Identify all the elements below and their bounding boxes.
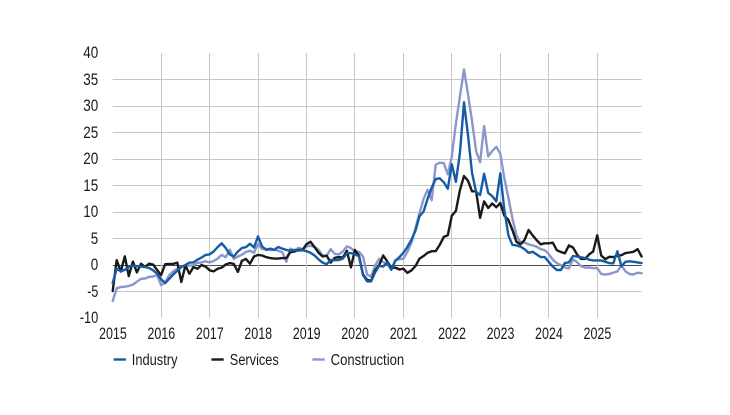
svg-text:30: 30 (83, 97, 98, 115)
svg-text:Industry: Industry (132, 352, 178, 369)
svg-text:25: 25 (83, 124, 98, 142)
svg-text:2015: 2015 (99, 325, 127, 343)
svg-text:2024: 2024 (535, 325, 563, 343)
svg-text:5: 5 (91, 230, 99, 248)
svg-text:Construction: Construction (331, 352, 405, 369)
svg-text:2023: 2023 (487, 325, 515, 343)
svg-text:40: 40 (83, 44, 98, 62)
svg-text:35: 35 (83, 71, 98, 89)
svg-text:-10: -10 (80, 309, 99, 327)
svg-text:Services: Services (230, 352, 279, 369)
svg-text:2022: 2022 (438, 325, 466, 343)
svg-text:2019: 2019 (293, 325, 321, 343)
svg-text:10: 10 (83, 203, 98, 221)
svg-text:2020: 2020 (341, 325, 369, 343)
svg-text:2017: 2017 (196, 325, 224, 343)
svg-text:2021: 2021 (390, 325, 418, 343)
svg-text:20: 20 (83, 150, 98, 168)
svg-text:0: 0 (91, 256, 99, 274)
svg-text:-5: -5 (87, 283, 98, 301)
svg-text:2025: 2025 (584, 325, 612, 343)
svg-text:2018: 2018 (244, 325, 272, 343)
svg-text:2016: 2016 (147, 325, 175, 343)
svg-text:15: 15 (83, 177, 98, 195)
